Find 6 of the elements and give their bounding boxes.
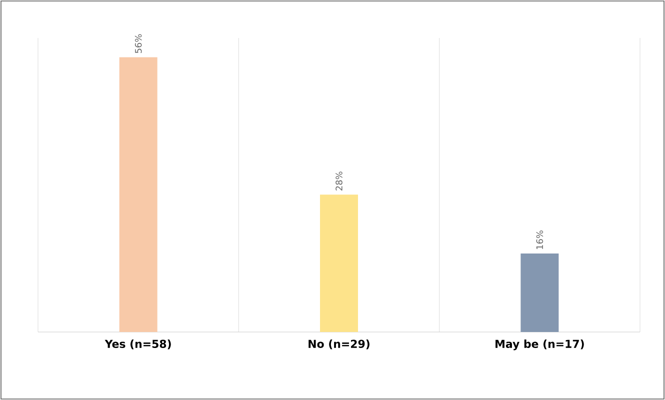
x-tick-label: May be (n=17) (496, 340, 584, 350)
data-label: 56% (134, 34, 142, 54)
x-tick-label: No (n=29) (308, 340, 370, 350)
data-label: 28% (336, 172, 342, 190)
x-tick-label: Yes (n=58) (104, 340, 171, 350)
data-label: 16% (536, 230, 544, 249)
